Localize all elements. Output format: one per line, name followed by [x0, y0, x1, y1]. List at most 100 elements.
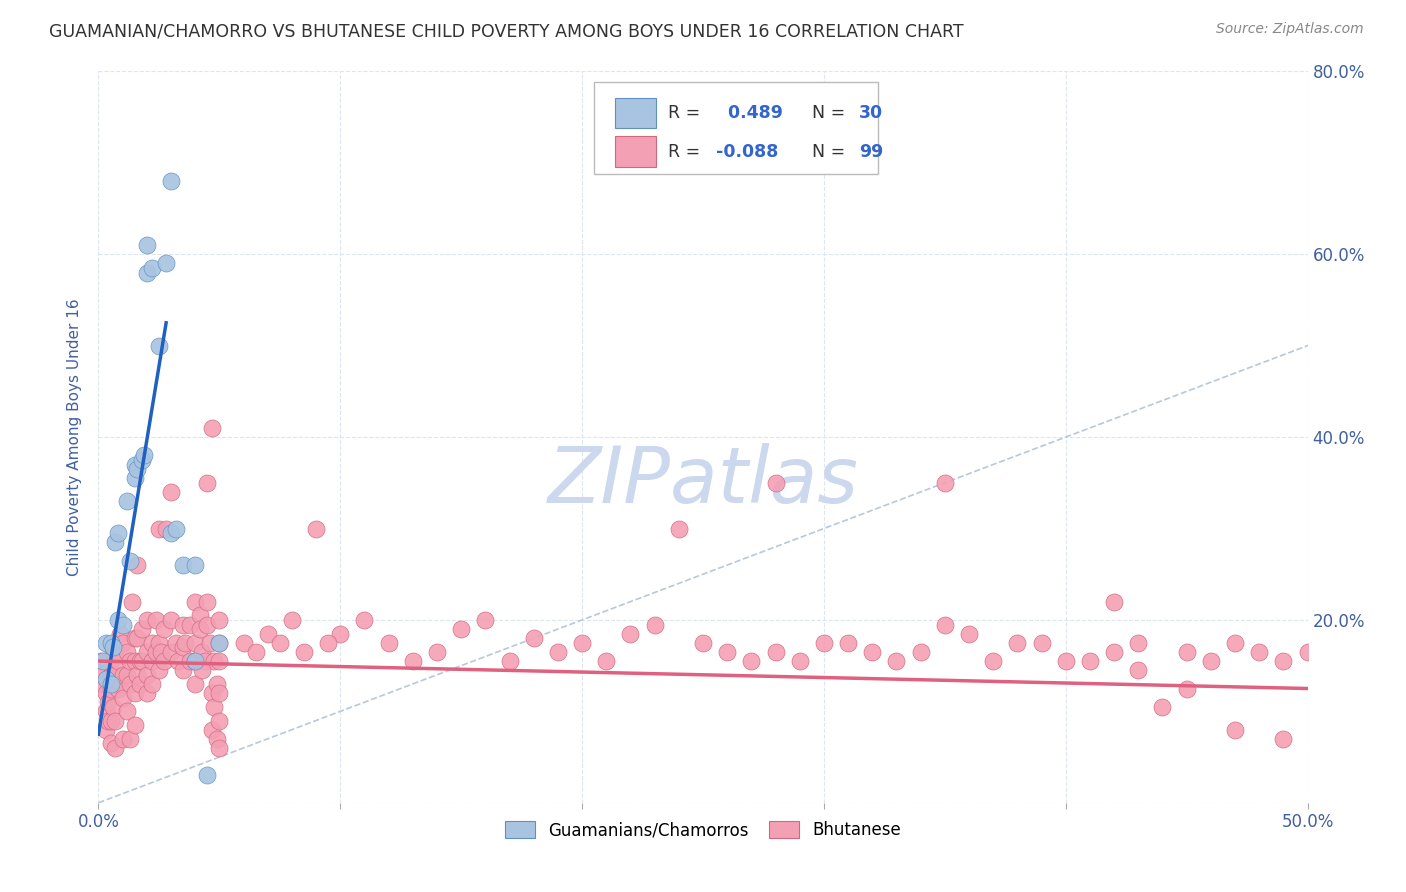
Point: [208, 714, 231, 728]
Point: [1272, 654, 1295, 668]
Point: [165, 636, 187, 650]
Point: [595, 654, 617, 668]
Point: [108, 626, 131, 640]
Point: [208, 686, 231, 700]
Point: [450, 622, 472, 636]
Point: [91, 677, 114, 691]
Point: [101, 645, 124, 659]
Point: [316, 636, 339, 650]
Point: [101, 667, 124, 681]
Point: [765, 475, 787, 490]
Point: [765, 645, 787, 659]
Point: [94, 673, 117, 687]
Point: [91, 654, 114, 668]
Point: [160, 613, 183, 627]
Point: [208, 636, 231, 650]
Point: [523, 632, 546, 646]
Point: [127, 667, 149, 681]
Point: [179, 654, 201, 668]
Point: [184, 636, 207, 650]
Point: [107, 526, 129, 541]
Point: [128, 654, 150, 668]
Point: [117, 645, 139, 659]
Point: [1223, 723, 1246, 737]
Point: [118, 553, 141, 567]
Point: [148, 636, 170, 650]
Point: [198, 636, 221, 650]
Point: [160, 645, 183, 659]
Point: [1175, 681, 1198, 696]
Point: [1175, 645, 1198, 659]
Point: [118, 654, 141, 668]
Point: [141, 636, 163, 650]
Point: [201, 723, 224, 737]
Point: [957, 626, 980, 640]
Point: [100, 736, 122, 750]
Point: [118, 677, 141, 691]
Point: [148, 663, 170, 677]
Point: [111, 731, 134, 746]
Point: [208, 654, 231, 668]
Point: [155, 521, 177, 535]
Point: [1102, 594, 1125, 608]
Point: [204, 699, 226, 714]
Point: [981, 654, 1004, 668]
Point: [141, 677, 163, 691]
Point: [1152, 699, 1174, 714]
Point: [934, 617, 956, 632]
Point: [498, 654, 520, 668]
Point: [208, 636, 231, 650]
Point: [1007, 636, 1029, 650]
Point: [135, 645, 157, 659]
Point: [124, 458, 146, 472]
Point: [692, 636, 714, 650]
Point: [195, 475, 218, 490]
Point: [135, 686, 157, 700]
Point: [150, 645, 173, 659]
Point: [97, 714, 120, 728]
Point: [124, 654, 146, 668]
Point: [124, 686, 146, 700]
Point: [124, 718, 146, 732]
Point: [135, 667, 157, 681]
Point: [145, 613, 167, 627]
Point: [152, 654, 174, 668]
Point: [131, 453, 153, 467]
Point: [111, 636, 134, 650]
Point: [127, 558, 149, 573]
Point: [232, 636, 254, 650]
Point: [353, 613, 375, 627]
Point: [547, 645, 569, 659]
Point: [886, 654, 908, 668]
Point: [117, 494, 139, 508]
Text: ZIPatlas: ZIPatlas: [547, 443, 859, 519]
Point: [94, 636, 117, 650]
Point: [474, 613, 496, 627]
Point: [165, 521, 187, 535]
Text: -0.088: -0.088: [716, 143, 779, 161]
Point: [131, 654, 153, 668]
Point: [195, 594, 218, 608]
Point: [1296, 645, 1319, 659]
Point: [201, 421, 224, 435]
Point: [1272, 731, 1295, 746]
Point: [107, 613, 129, 627]
Point: [188, 608, 211, 623]
Point: [121, 594, 143, 608]
Point: [860, 645, 883, 659]
Point: [167, 654, 190, 668]
Legend: Guamanians/Chamorros, Bhutanese: Guamanians/Chamorros, Bhutanese: [498, 814, 908, 846]
Point: [94, 723, 117, 737]
Point: [195, 768, 218, 782]
Point: [245, 645, 267, 659]
Point: [107, 681, 129, 696]
Y-axis label: Child Poverty Among Boys Under 16: Child Poverty Among Boys Under 16: [67, 298, 83, 576]
Point: [789, 654, 811, 668]
Point: [97, 654, 120, 668]
Point: [101, 699, 124, 714]
Point: [101, 640, 124, 655]
Point: [184, 677, 207, 691]
FancyBboxPatch shape: [614, 97, 655, 128]
Point: [1102, 645, 1125, 659]
Text: 0.489: 0.489: [723, 103, 783, 122]
